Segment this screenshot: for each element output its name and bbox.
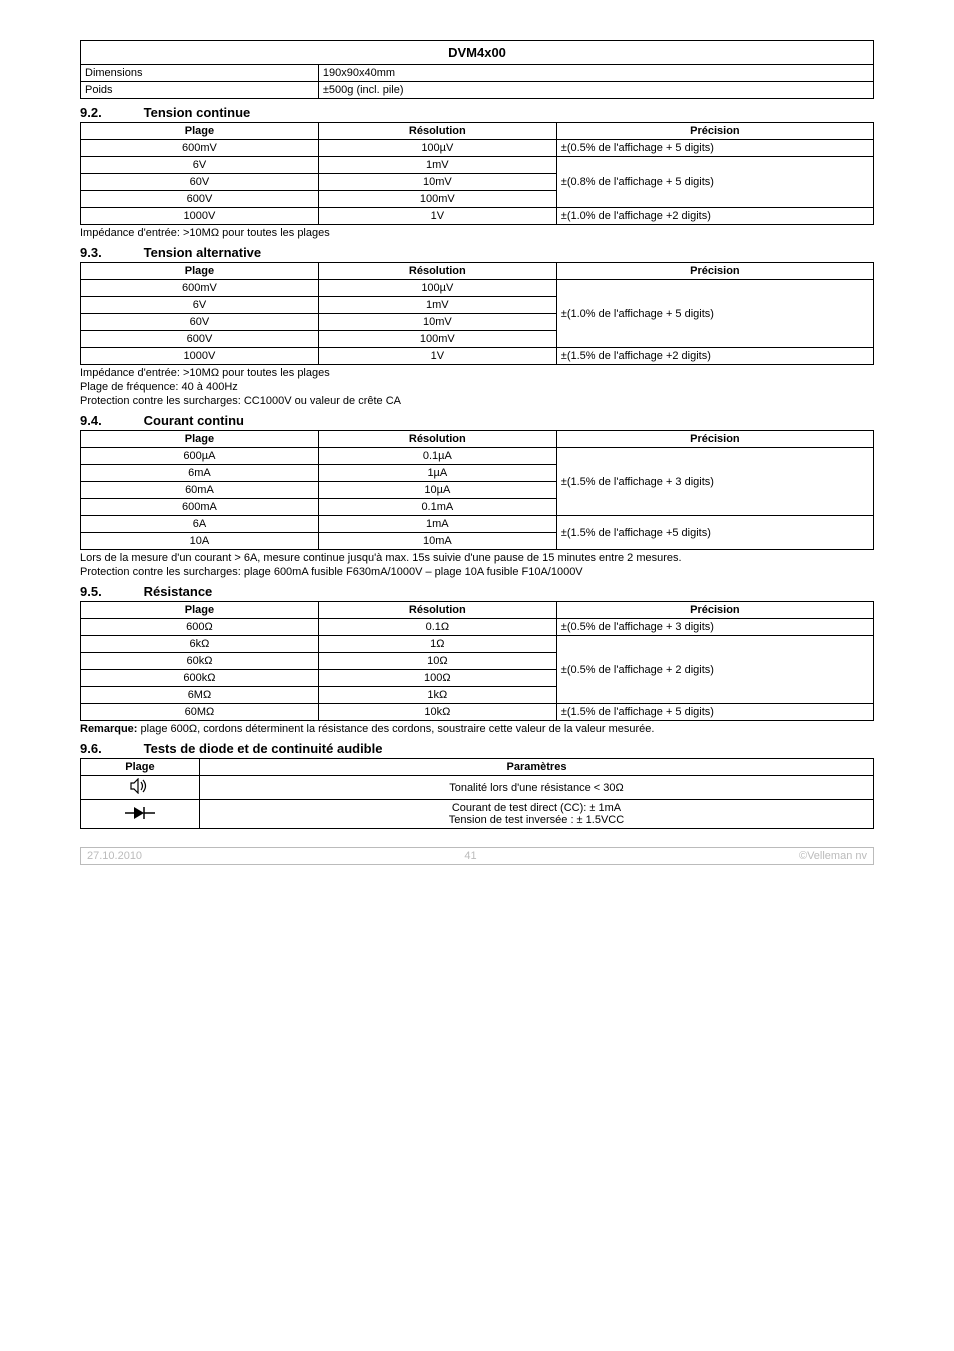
header-table: DVM4x00 Dimensions 190x90x40mm Poids ±50… xyxy=(80,40,874,99)
section-9-3: 9.3. Tension alternative xyxy=(80,245,874,260)
section-9-2: 9.2. Tension continue xyxy=(80,105,874,120)
page-footer: 27.10.2010 41 ©Velleman nv xyxy=(80,847,874,865)
sound-icon xyxy=(81,776,200,800)
weight-label: Poids xyxy=(81,82,319,99)
section-9-4: 9.4. Courant continu xyxy=(80,413,874,428)
note-9-5: Remarque: plage 600Ω, cordons déterminen… xyxy=(80,723,874,735)
section-9-5: 9.5. Résistance xyxy=(80,584,874,599)
weight-value: ±500g (incl. pile) xyxy=(318,82,873,99)
footer-date: 27.10.2010 xyxy=(87,850,142,862)
table-9-3: Plage Résolution Précision 600mV100µV±(1… xyxy=(80,262,874,365)
device-title: DVM4x00 xyxy=(81,41,874,65)
section-9-6: 9.6. Tests de diode et de continuité aud… xyxy=(80,741,874,756)
dim-value: 190x90x40mm xyxy=(318,65,873,82)
table-9-2: Plage Résolution Précision 600mV100µV±(0… xyxy=(80,122,874,225)
table-9-6: Plage Paramètres Tonalité lors d'une rés… xyxy=(80,758,874,829)
note-9-2: Impédance d'entrée: >10MΩ pour toutes le… xyxy=(80,227,874,239)
diode-icon xyxy=(81,800,200,829)
table-9-5: Plage Résolution Précision 600Ω0.1Ω±(0.5… xyxy=(80,601,874,721)
footer-page: 41 xyxy=(464,850,476,862)
table-9-4: Plage Résolution Précision 600µA0.1µA±(1… xyxy=(80,430,874,550)
footer-copyright: ©Velleman nv xyxy=(799,850,867,862)
dim-label: Dimensions xyxy=(81,65,319,82)
